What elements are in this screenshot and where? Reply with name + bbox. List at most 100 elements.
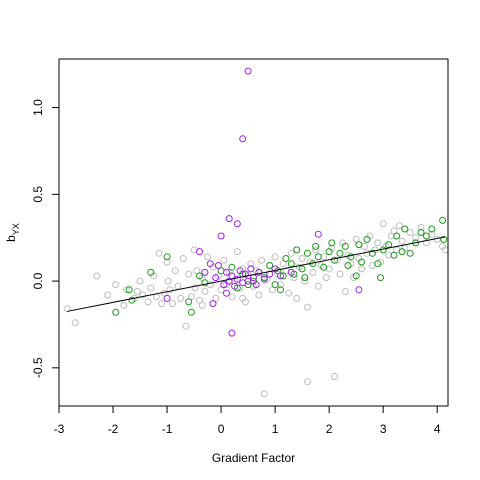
data-point-purple-29 [214, 262, 222, 269]
data-point-purple-22 [260, 275, 268, 283]
data-point-purple-31 [314, 230, 322, 238]
data-point-gray-12 [147, 284, 155, 292]
data-point-gray-100 [379, 220, 387, 228]
data-point-gray-25 [179, 255, 187, 262]
data-point-gray-27 [185, 270, 193, 278]
data-point-green-17 [271, 281, 279, 289]
data-point-purple-18 [247, 265, 255, 273]
data-point-green-47 [390, 251, 398, 259]
y-axis: -0.5 0.0 0.5 1.0 [31, 99, 60, 378]
data-point-green-58 [277, 286, 284, 294]
data-point-gray-54 [255, 291, 263, 299]
data-point-gray-70 [298, 255, 306, 262]
data-point-purple-24 [271, 265, 279, 273]
data-point-green-24 [298, 265, 306, 273]
data-point-gray-30 [191, 284, 199, 292]
data-point-gray-78 [320, 253, 328, 261]
data-point-gray-11 [144, 298, 152, 306]
data-point-gray-20 [166, 286, 174, 294]
data-point-gray-60 [271, 253, 279, 261]
data-point-gray-9 [136, 277, 144, 285]
data-point-green-20 [282, 255, 290, 262]
data-point-green-51 [406, 249, 414, 257]
data-point-green-42 [368, 249, 376, 257]
data-point-gray-74 [309, 268, 317, 276]
data-point-purple-16 [241, 270, 249, 278]
data-point-green-4 [163, 253, 171, 261]
x-axis: -3 -2 -1 0 1 2 3 4 [54, 405, 441, 436]
data-point-purple-14 [236, 267, 244, 275]
data-point-gray-98 [374, 239, 382, 247]
data-point-gray-106 [395, 222, 403, 230]
data-point-purple-32 [355, 286, 363, 294]
x-axis-title: Gradient Factor [212, 451, 295, 465]
data-point-green-34 [336, 249, 344, 257]
data-point-purple-2 [225, 215, 233, 223]
data-point-purple-12 [231, 282, 239, 290]
data-point-gray-56 [260, 390, 268, 398]
data-point-gray-118 [239, 294, 247, 302]
data-point-green-56 [439, 216, 447, 224]
data-point-green-19 [279, 272, 287, 280]
data-point-green-6 [187, 308, 195, 316]
data-point-green-41 [363, 235, 371, 243]
data-point-green-26 [304, 249, 311, 257]
data-point-gray-23 [174, 282, 182, 290]
x-tick-label: 3 [380, 422, 387, 436]
data-point-green-16 [266, 262, 274, 269]
data-point-gray-83 [333, 256, 341, 264]
data-point-gray-15 [155, 249, 163, 257]
data-point-gray-19 [164, 277, 172, 285]
data-point-gray-65 [285, 289, 293, 297]
data-point-green-40 [358, 258, 366, 266]
data-point-gray-26 [182, 322, 190, 330]
data-point-green-35 [341, 242, 349, 250]
data-point-green-10 [228, 263, 236, 271]
x-tick-label: 0 [218, 422, 225, 436]
data-point-gray-2 [93, 272, 101, 280]
x-tick-label: 4 [434, 422, 441, 436]
data-point-green-44 [377, 274, 384, 282]
y-tick-label: 0.5 [31, 186, 45, 203]
data-point-gray-107 [398, 237, 406, 245]
data-point-green-49 [398, 248, 406, 256]
data-point-green-32 [328, 239, 336, 247]
data-point-purple-26 [228, 329, 236, 337]
x-tick-label: 1 [272, 422, 279, 436]
data-point-green-8 [201, 279, 209, 287]
x-tick-label: -3 [54, 422, 65, 436]
data-point-green-7 [196, 272, 203, 280]
data-point-purple-17 [244, 277, 252, 285]
data-point-purple-21 [255, 268, 263, 276]
data-point-gray-72 [304, 378, 311, 386]
data-point-purple-27 [209, 300, 217, 308]
data-point-gray-109 [406, 229, 414, 236]
data-point-gray-22 [171, 267, 179, 275]
data-point-green-43 [374, 260, 382, 268]
y-axis-title: bYX [4, 223, 21, 242]
data-point-gray-111 [417, 223, 425, 231]
y-axis-title-main: b [4, 235, 18, 242]
data-point-green-29 [314, 253, 322, 261]
data-point-gray-24 [177, 294, 185, 302]
data-point-green-33 [331, 256, 338, 264]
data-point-gray-66 [287, 249, 295, 257]
data-point-green-23 [293, 246, 301, 254]
data-point-green-54 [422, 232, 430, 240]
data-point-green-3 [147, 268, 155, 276]
data-point-green-53 [417, 229, 425, 236]
x-tick-label: 2 [326, 422, 333, 436]
data-point-green-1 [125, 286, 133, 294]
data-point-green-48 [393, 232, 401, 240]
plot-frame [58, 58, 449, 407]
data-point-green-2 [128, 296, 136, 304]
data-point-gray-112 [422, 239, 430, 247]
x-tick-label: -2 [108, 422, 119, 436]
data-point-purple-28 [201, 268, 209, 276]
data-point-purple-7 [212, 274, 220, 282]
data-point-gray-21 [169, 300, 176, 308]
data-point-gray-76 [314, 282, 322, 290]
data-point-gray-8 [133, 288, 141, 295]
data-point-purple-5 [196, 248, 203, 256]
